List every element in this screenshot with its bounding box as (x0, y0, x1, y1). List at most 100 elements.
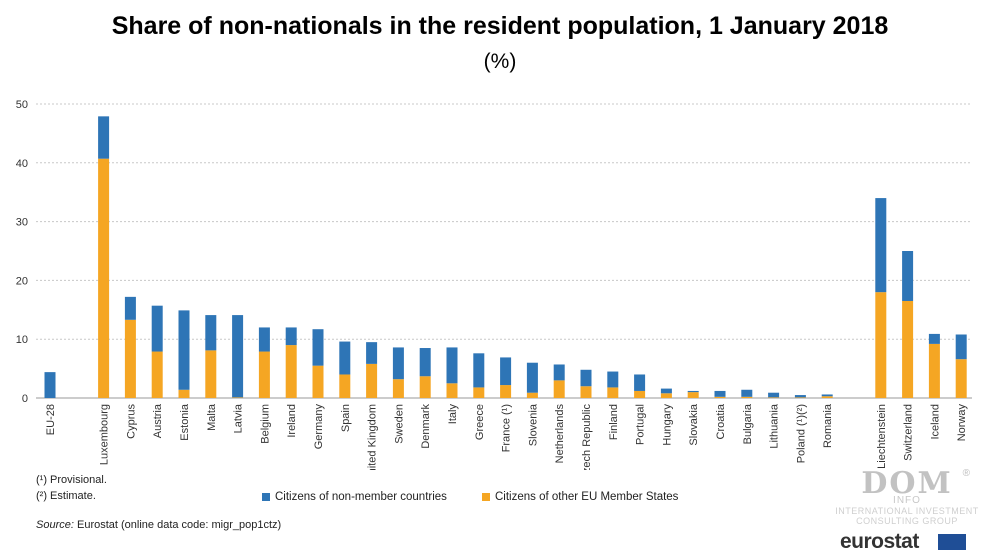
footnotes: (¹) Provisional. (²) Estimate. (36, 472, 107, 504)
source-note: Source: Eurostat (online data code: migr… (36, 519, 281, 531)
x-tick-label: United Kingdom (367, 404, 379, 470)
x-tick-label: Finland (608, 404, 620, 440)
y-tick-label: 30 (16, 217, 28, 229)
x-tick-label: Liechtenstein (876, 404, 888, 469)
x-tick-label: Italy (447, 404, 459, 425)
bar-non-member (366, 342, 378, 364)
bar-eu-member (285, 345, 297, 398)
x-tick-label: Slovakia (688, 403, 700, 445)
bar-non-member (928, 333, 940, 344)
bar-eu-member (392, 379, 404, 398)
bar-non-member (875, 198, 887, 293)
source-text: Eurostat (online data code: migr_pop1ctz… (76, 519, 282, 531)
bar-eu-member (205, 350, 217, 398)
bar-eu-member (312, 365, 324, 398)
legend-item-eu-member: Citizens of other EU Member States (482, 491, 678, 503)
watermark-registered-mark: ® (962, 468, 970, 479)
legend-swatch-eu-member (482, 493, 490, 501)
x-tick-label: Cyprus (125, 404, 137, 439)
eurostat-logo: eurostat (840, 530, 919, 553)
bar-eu-member (419, 376, 431, 398)
x-tick-label: Estonia (179, 403, 191, 441)
x-tick-label: France (¹) (501, 404, 513, 452)
bar-non-member (419, 348, 431, 377)
bar-non-member (232, 315, 244, 398)
eu-flag-icon (938, 534, 966, 550)
footnote-provisional: (¹) Provisional. (36, 474, 107, 486)
x-tick-label: Germany (313, 404, 325, 450)
bar-eu-member (634, 390, 646, 398)
bar-eu-member (821, 396, 833, 398)
footnote-estimate: (²) Estimate. (36, 490, 96, 502)
bar-non-member (446, 347, 458, 384)
x-tick-label: Spain (340, 404, 352, 432)
bar-eu-member (526, 392, 538, 398)
bar-eu-member (875, 292, 887, 398)
legend-swatch-non-member (262, 493, 270, 501)
x-tick-label: EU-28 (45, 404, 57, 435)
bar-eu-member (741, 396, 753, 398)
x-tick-label: Poland (¹)(²) (795, 404, 807, 463)
bar-eu-member (98, 158, 110, 398)
y-tick-label: 40 (16, 158, 28, 170)
bar-eu-member (151, 351, 163, 398)
x-tick-label: Switzerland (903, 404, 915, 461)
x-tick-label: Bulgaria (742, 403, 754, 444)
source-label: Source: (36, 519, 74, 531)
watermark-info-text: INFO (893, 495, 921, 506)
x-tick-label: Czech Republic (581, 404, 593, 470)
bar-non-member (902, 251, 914, 301)
x-tick-label: Belgium (259, 404, 271, 444)
x-tick-label: Latvia (233, 403, 245, 433)
x-tick-label: Malta (206, 403, 218, 431)
bar-non-member (124, 296, 136, 320)
bar-non-member (526, 362, 538, 393)
bar-eu-member (473, 387, 485, 398)
bar-non-member (607, 371, 619, 388)
bar-non-member (660, 388, 672, 394)
legend-label-non-member: Citizens of non-member countries (275, 491, 447, 503)
bar-non-member (634, 374, 646, 391)
bar-eu-member (178, 389, 190, 398)
bar-eu-member (366, 363, 378, 398)
bar-non-member (44, 372, 56, 398)
y-tick-label: 10 (16, 334, 28, 346)
bar-chart: 0 10 20 30 40 50 EU-28 Luxembourg Cyprus Austria E… (16, 99, 972, 470)
bar-eu-member (687, 392, 699, 398)
bar-non-member (687, 390, 699, 393)
bar-non-member (714, 390, 726, 397)
bar-eu-member (446, 383, 458, 398)
bar-eu-member (500, 385, 512, 398)
bar-non-member (794, 395, 806, 398)
watermark-logo-mark: DOM (861, 466, 953, 501)
x-tick-label: Norway (956, 404, 968, 442)
watermark-logo: DOM ® INFO INTERNATIONAL INVESTMENT CONS… (822, 466, 992, 526)
bar-eu-member (794, 397, 806, 398)
x-tick-label: Hungary (661, 404, 673, 446)
bar-non-member (98, 116, 110, 159)
bar-non-member (553, 364, 565, 381)
bar-non-member (339, 341, 351, 375)
watermark-line-2: CONSULTING GROUP (856, 516, 958, 526)
x-tick-label: Luxembourg (99, 404, 111, 465)
bar-eu-member (955, 359, 967, 398)
watermark-line-1: INTERNATIONAL INVESTMENT (835, 506, 979, 516)
x-tick-label: Slovenia (527, 403, 539, 446)
chart-subtitle: (%) (483, 50, 517, 73)
bar-eu-member (124, 319, 136, 398)
bar-eu-member (339, 374, 351, 398)
bar-non-member (392, 347, 404, 380)
bar-eu-member (928, 343, 940, 398)
bar-non-member (473, 353, 485, 388)
legend-label-eu-member: Citizens of other EU Member States (495, 491, 679, 503)
x-tick-label: Iceland (929, 404, 941, 439)
bar-non-member (955, 334, 967, 360)
x-tick-label: Greece (474, 404, 486, 440)
x-tick-label: Romania (822, 403, 834, 448)
bar-non-member (258, 327, 270, 352)
bar-non-member (821, 394, 833, 397)
bar-eu-member (714, 396, 726, 398)
bar-non-member (500, 357, 512, 386)
x-tick-label: Sweden (393, 404, 405, 444)
bar-eu-member (768, 397, 780, 398)
